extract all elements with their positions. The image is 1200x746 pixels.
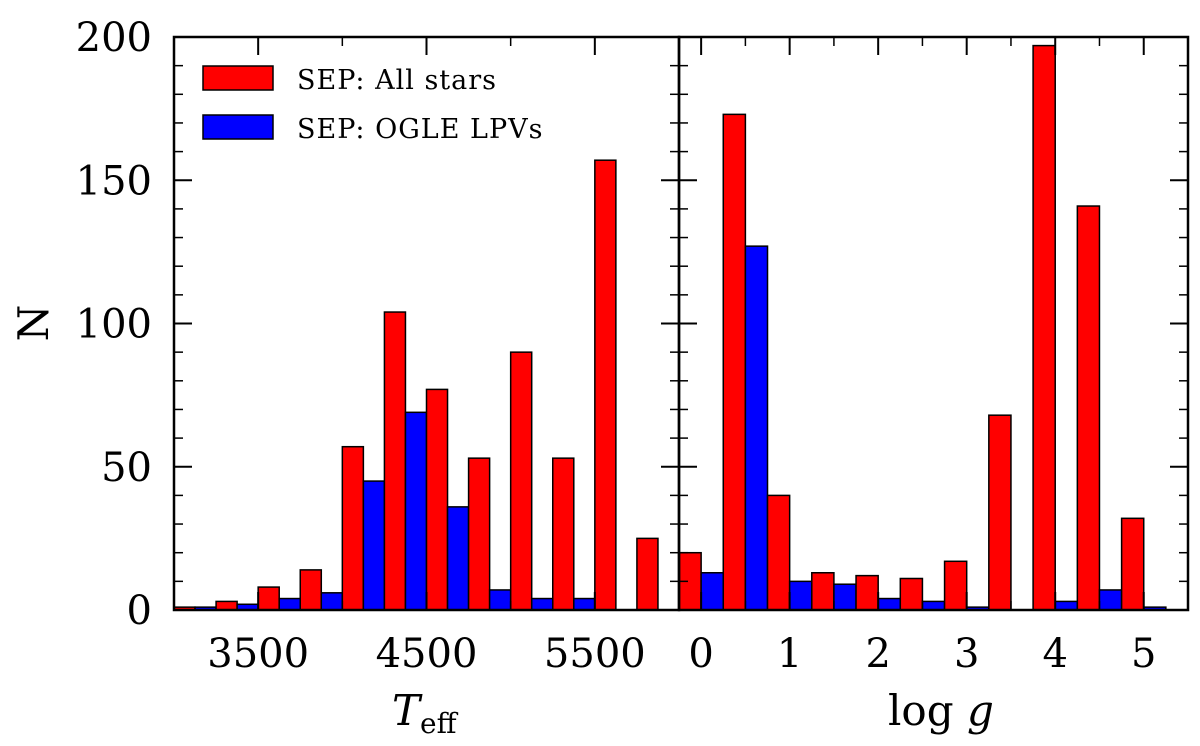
bar-right-ogle-lpvs-0	[700, 572, 725, 611]
bar-right-ogle-lpvs-2	[788, 580, 813, 611]
bar-right-all-stars-2	[766, 494, 791, 611]
bar-left-ogle-lpvs-8	[530, 597, 554, 611]
bar-left-all-stars-4	[341, 445, 365, 611]
legend-label-ogle-lpvs: SEP: OGLE LPVs	[297, 114, 543, 145]
x-tick-label-right-4: 4	[1042, 631, 1067, 677]
x-tick-label-right-0: 0	[688, 631, 713, 677]
bar-right-ogle-lpvs-8	[1054, 600, 1079, 611]
bar-left-ogle-lpvs-6	[446, 506, 470, 611]
bar-left-ogle-lpvs-9	[573, 597, 596, 611]
bar-right-ogle-lpvs-5	[921, 600, 946, 611]
bar-left-all-stars-7	[467, 457, 491, 611]
bar-left-all-stars-6	[425, 388, 449, 611]
bar-right-all-stars-1	[722, 113, 747, 611]
x-axis-label-logg: log g	[888, 686, 994, 735]
bar-right-all-stars-3	[811, 572, 835, 611]
bar-left-ogle-lpvs-5	[404, 411, 428, 611]
legend: SEP: All stars SEP: OGLE LPVs	[202, 65, 543, 145]
bar-left-all-stars-1	[215, 600, 238, 611]
bar-right-all-stars-6	[943, 560, 968, 611]
bar-right-ogle-lpvs-9	[1098, 589, 1123, 611]
bar-right-all-stars-4	[855, 574, 879, 611]
y-tick-label-0: 0	[127, 588, 152, 634]
x-tick-label-left-0: 3500	[207, 631, 309, 677]
x-tick-label-right-5: 5	[1131, 631, 1156, 677]
legend-swatch-ogle-lpvs	[202, 114, 274, 140]
x-tick-label-right-2: 2	[865, 631, 890, 677]
y-tick-label-3: 150	[76, 158, 152, 204]
axis-tick-labels: 3500 4500 5500 0 50 100 150 200 0 1 2 3 4 5	[76, 15, 1157, 677]
bar-left-all-stars-10	[594, 159, 617, 611]
bar-right-ogle-lpvs-3	[833, 583, 857, 611]
legend-label-all-stars: SEP: All stars	[297, 65, 497, 96]
bar-right-ogle-lpvs-4	[877, 597, 902, 611]
y-axis-label: N	[9, 305, 58, 342]
bar-left-ogle-lpvs-3	[320, 592, 344, 611]
bar-right-all-stars-7	[988, 414, 1012, 611]
x-axis-label-teff: Teff	[392, 686, 459, 740]
bar-left-all-stars-8	[509, 351, 533, 611]
x-tick-label-left-2: 5500	[544, 631, 646, 677]
left-panel-bars	[173, 159, 659, 611]
bar-left-ogle-lpvs-4	[362, 480, 386, 611]
axis-ticks	[174, 36, 1188, 611]
y-tick-label-4: 200	[76, 15, 152, 61]
legend-swatch-all-stars	[202, 65, 274, 91]
bar-right-all-stars-10	[1120, 517, 1145, 611]
bar-left-ogle-lpvs-2	[278, 597, 302, 611]
bar-left-all-stars-3	[299, 569, 323, 611]
bar-right-all-stars-8	[1032, 44, 1056, 611]
y-tick-label-2: 100	[76, 302, 152, 348]
x-tick-label-right-1: 1	[777, 631, 802, 677]
right-panel-frame	[677, 35, 1190, 612]
bar-left-ogle-lpvs-7	[488, 589, 512, 611]
bar-right-all-stars-9	[1076, 205, 1101, 611]
bar-left-all-stars-11	[636, 537, 659, 611]
x-tick-label-right-3: 3	[954, 631, 979, 677]
bar-right-all-stars-5	[899, 577, 924, 611]
y-tick-label-1: 50	[101, 445, 152, 491]
bar-left-all-stars-5	[383, 311, 407, 611]
bar-left-all-stars-2	[257, 586, 280, 611]
bar-left-all-stars-9	[552, 457, 575, 611]
bar-right-ogle-lpvs-1	[744, 245, 769, 611]
x-tick-label-left-1: 4500	[376, 631, 478, 677]
